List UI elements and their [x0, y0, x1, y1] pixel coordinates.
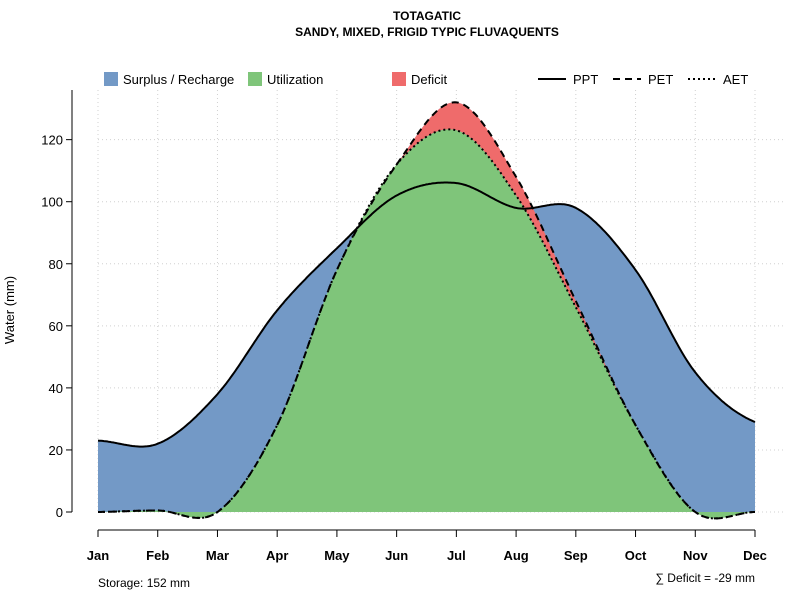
chart-title: TOTAGATIC: [393, 9, 461, 23]
x-tick-label: Jan: [87, 548, 109, 563]
storage-note: Storage: 152 mm: [98, 576, 190, 590]
x-tick-label: Feb: [146, 548, 169, 563]
utilization-area: [98, 129, 755, 519]
y-tick-label: 60: [49, 319, 63, 334]
x-tick-label: Oct: [625, 548, 647, 563]
x-tick-label: Apr: [266, 548, 288, 563]
legend-swatch-utilization: [248, 72, 262, 86]
legend-swatch-deficit: [392, 72, 406, 86]
y-tick-label: 80: [49, 257, 63, 272]
deficit-note: ∑ Deficit = -29 mm: [655, 571, 755, 585]
x-tick-label: Dec: [743, 548, 767, 563]
area-layer: [98, 102, 755, 519]
x-tick-label: Sep: [564, 548, 588, 563]
legend-label-deficit: Deficit: [411, 72, 448, 87]
y-tick-label: 40: [49, 381, 63, 396]
y-tick-label: 0: [56, 505, 63, 520]
y-tick-label: 20: [49, 443, 63, 458]
x-tick-label: Jun: [385, 548, 408, 563]
x-tick-label: May: [324, 548, 350, 563]
x-tick-label: Nov: [683, 548, 708, 563]
chart-subtitle: SANDY, MIXED, FRIGID TYPIC FLUVAQUENTS: [295, 25, 559, 39]
legend-label-ppt: PPT: [573, 72, 598, 87]
axes: 0 20 40 60 80 100 120 Jan Feb Mar Apr May Jun Jul Aug S…: [41, 90, 767, 563]
legend-swatch-surplus: [104, 72, 118, 86]
legend-label-pet: PET: [648, 72, 673, 87]
x-tick-label: Mar: [206, 548, 229, 563]
x-tick-label: Jul: [447, 548, 466, 563]
line-ppt: [97, 181, 756, 448]
legend-label-surplus: Surplus / Recharge: [123, 72, 234, 87]
x-tick-label: Aug: [503, 548, 528, 563]
legend-label-aet: AET: [723, 72, 748, 87]
line-layer: [97, 101, 756, 520]
legend-label-utilization: Utilization: [267, 72, 323, 87]
legend: Surplus / Recharge Utilization Deficit P…: [104, 72, 748, 87]
y-tick-label: 120: [41, 133, 63, 148]
y-tick-label: 100: [41, 195, 63, 210]
y-axis-label: Water (mm): [2, 276, 17, 344]
line-aet: [98, 128, 755, 520]
